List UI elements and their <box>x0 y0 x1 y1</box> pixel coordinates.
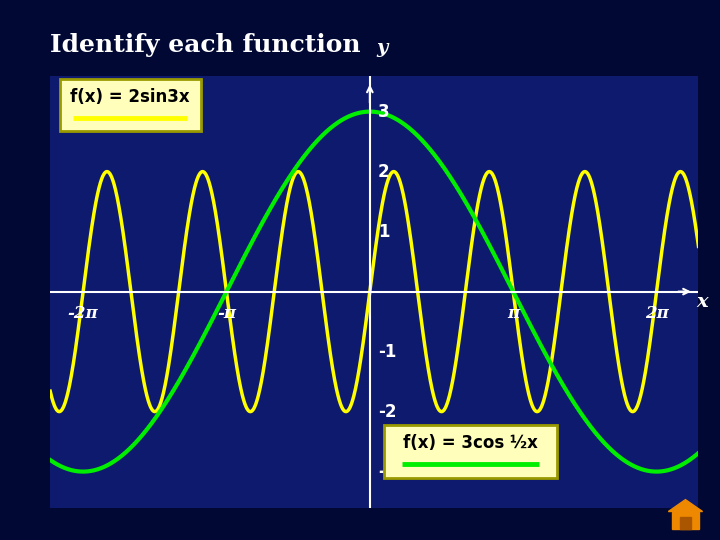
Text: y: y <box>376 39 387 57</box>
Text: 3: 3 <box>378 103 390 120</box>
Text: -3: -3 <box>378 463 397 481</box>
Text: -1: -1 <box>378 342 397 361</box>
Text: π: π <box>507 305 519 322</box>
Polygon shape <box>672 511 699 529</box>
Text: f(x) = 3cos ½x: f(x) = 3cos ½x <box>402 434 538 453</box>
Text: 1: 1 <box>378 222 390 241</box>
Text: -π: -π <box>217 305 236 322</box>
Text: 2: 2 <box>378 163 390 180</box>
Text: -2π: -2π <box>68 305 99 322</box>
Text: -2: -2 <box>378 403 397 421</box>
Polygon shape <box>668 500 703 511</box>
Text: 2π: 2π <box>644 305 668 322</box>
Polygon shape <box>680 517 691 529</box>
Text: x: x <box>696 293 708 312</box>
Text: f(x) = 2sin3x: f(x) = 2sin3x <box>71 88 190 106</box>
Text: -3: -3 <box>378 463 397 481</box>
Text: Identify each function: Identify each function <box>50 33 361 57</box>
FancyBboxPatch shape <box>60 79 201 131</box>
FancyBboxPatch shape <box>384 425 557 477</box>
